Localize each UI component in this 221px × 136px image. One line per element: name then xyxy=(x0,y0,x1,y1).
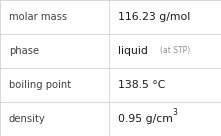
Text: phase: phase xyxy=(9,46,39,56)
Text: density: density xyxy=(9,114,46,124)
Text: (at STP): (at STP) xyxy=(160,47,191,55)
Text: boiling point: boiling point xyxy=(9,80,71,90)
Text: molar mass: molar mass xyxy=(9,12,67,22)
Text: 0.95 g/cm: 0.95 g/cm xyxy=(118,114,173,124)
Text: 138.5 °C: 138.5 °C xyxy=(118,80,166,90)
Text: 116.23 g/mol: 116.23 g/mol xyxy=(118,12,191,22)
Text: liquid: liquid xyxy=(118,46,155,56)
Text: 3: 3 xyxy=(172,108,177,117)
